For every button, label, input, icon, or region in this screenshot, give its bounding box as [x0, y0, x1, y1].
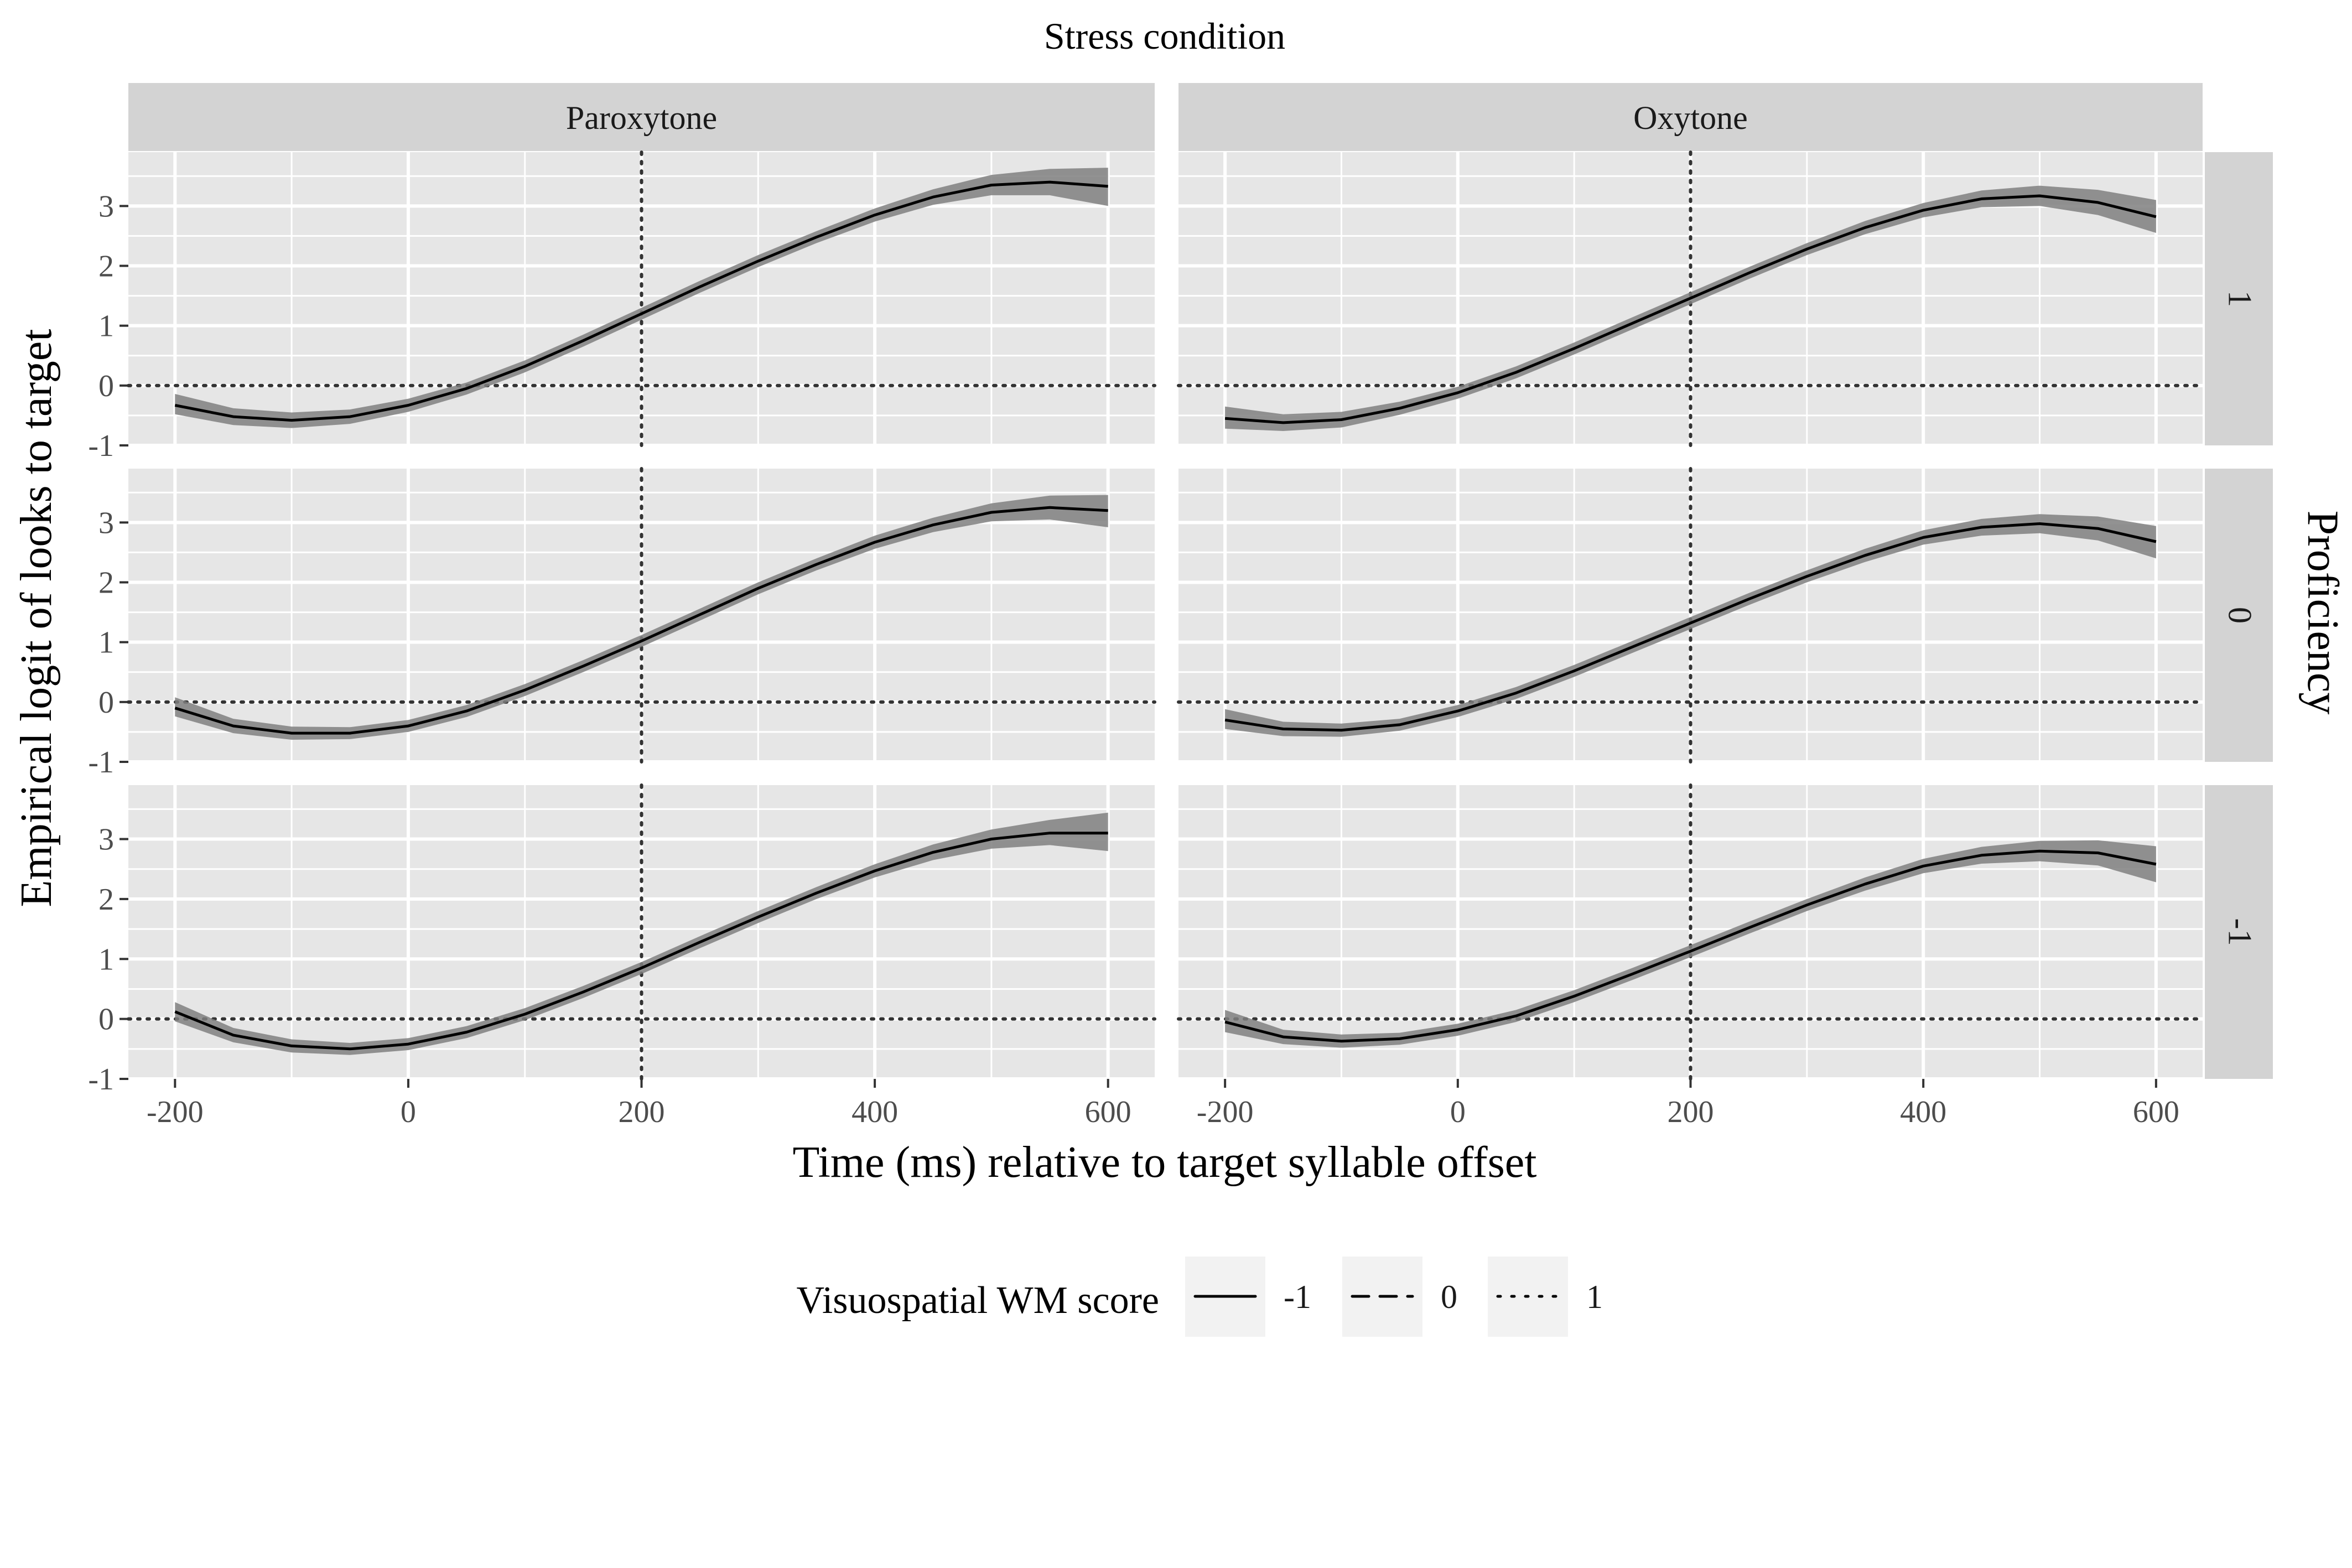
series-line [174, 180, 1108, 422]
stress-condition-title: Stress condition [1044, 15, 1285, 57]
confidence-ribbon [175, 495, 1108, 740]
legend-title: Visuospatial WM score [797, 1279, 1160, 1322]
row-strip-label: 0 [2222, 607, 2258, 624]
y-tick-label: 0 [98, 369, 114, 403]
y-axis-title: Empirical logit of looks to target [12, 329, 61, 907]
column-strip [128, 83, 1155, 151]
x-tick-label: 0 [1450, 1095, 1466, 1129]
row-strip [2205, 785, 2273, 1079]
confidence-ribbon [1225, 840, 2156, 1048]
y-tick-label: 1 [98, 309, 114, 344]
confidence-ribbon [175, 812, 1108, 1055]
legend: Visuospatial WM score -1 0 1 [797, 1257, 1603, 1337]
series-line [1224, 522, 2157, 732]
row-strip-label: -1 [2222, 918, 2258, 946]
x-tick-label: 400 [852, 1095, 898, 1129]
confidence-ribbon [1225, 514, 2156, 737]
row-strip [2205, 469, 2273, 762]
legend-item-label: 0 [1441, 1279, 1457, 1315]
row-strip-label: 1 [2222, 290, 2258, 307]
column-strip-label: Oxytone [1633, 100, 1748, 136]
x-tick-label: -200 [147, 1095, 204, 1129]
y-tick-label: 2 [98, 566, 114, 600]
series-line [174, 832, 1108, 1051]
x-tick-label: 200 [1668, 1095, 1714, 1129]
legend-item-label: 1 [1586, 1279, 1603, 1315]
y-tick-label: 0 [98, 1003, 114, 1037]
x-tick-label: 600 [1085, 1095, 1131, 1129]
x-tick-label: 0 [401, 1095, 416, 1129]
y-tick-label: 1 [98, 626, 114, 660]
row-strip [2205, 152, 2273, 445]
confidence-ribbon [175, 168, 1108, 428]
y-tick-label: 3 [98, 506, 114, 540]
y-tick-label: -1 [88, 429, 114, 463]
column-strip-label: Paroxytone [566, 100, 717, 136]
y-tick-label: 3 [98, 189, 114, 224]
x-tick-label: 200 [619, 1095, 665, 1129]
panels: Paroxytone Oxytone 1 0 -1 -1 0 1 2 3 -1 0 1 2 3 -1 0 1 2 3 -… [88, 83, 2273, 1129]
legend-item-label: -1 [1284, 1279, 1311, 1315]
x-tick-label: 600 [2133, 1095, 2179, 1129]
y-tick-label: 1 [98, 942, 114, 977]
y-tick-label: -1 [88, 1062, 114, 1097]
proficiency-title: Proficiency [2298, 511, 2347, 715]
series-line [174, 506, 1108, 735]
x-tick-label: -200 [1197, 1095, 1254, 1129]
y-tick-label: 3 [98, 823, 114, 857]
y-tick-label: -1 [88, 745, 114, 780]
x-axis-title: Time (ms) relative to target syllable of… [793, 1138, 1537, 1187]
y-tick-label: 2 [98, 882, 114, 917]
y-tick-label: 0 [98, 686, 114, 720]
x-tick-label: 400 [1900, 1095, 1946, 1129]
y-tick-label: 2 [98, 250, 114, 284]
series-line [1224, 849, 2157, 1043]
column-strip [1178, 83, 2203, 151]
series-line [1224, 194, 2157, 424]
